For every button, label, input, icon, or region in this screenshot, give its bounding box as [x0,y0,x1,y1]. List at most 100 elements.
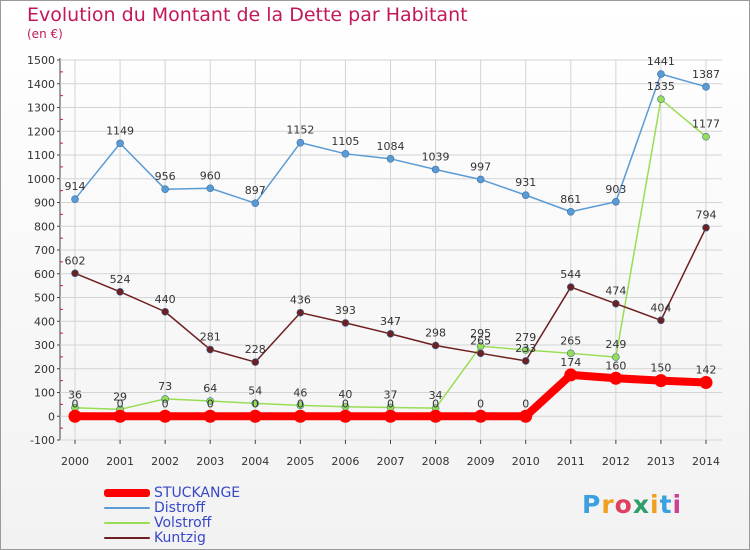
data-point-distroff [476,175,485,184]
x-axis-ticks: 2000 2001 2002 2003 2004 2005 2006 2007 2008 2009… [61,440,720,468]
y-tick-label: 600 [34,268,55,281]
data-label-volstroff: 295 [470,327,491,340]
data-point-distroff [296,138,305,147]
legend-label-stuckange: STUCKANGE [154,485,241,501]
data-label-stuckange: 0 [432,397,439,410]
data-point-kuntzig [116,287,124,296]
data-point-stuckange [564,368,578,382]
data-point-kuntzig [386,330,395,338]
data-point-kuntzig [161,307,169,316]
data-label-distroff: 956 [155,170,176,183]
data-label-distroff: 1387 [692,68,720,81]
legend-label-distroff: Distroff [154,500,206,516]
y-tick-label: 900 [34,197,55,210]
data-point-stuckange [158,409,172,423]
data-point-kuntzig [341,319,350,327]
data-label-distroff: 1441 [647,55,675,68]
data-point-kuntzig [251,358,260,366]
y-tick-label: 1100 [27,149,55,162]
x-tick-label: 2010 [512,455,540,468]
legend-swatch-volstroff [104,522,150,524]
y-axis-ticks: -100 0 100 200 300 400 500 600 700 800 900 1000 1100… [27,54,63,447]
data-label-stuckange: 0 [117,397,124,410]
y-tick-label: 1500 [27,54,55,67]
data-label-volstroff: 37 [384,388,398,401]
data-label-stuckange: 0 [162,397,169,410]
y-tick-label: 1200 [27,125,55,138]
data-point-distroff [657,70,665,78]
y-tick-label: 500 [34,292,55,305]
data-label-distroff: 903 [605,183,626,196]
data-label-kuntzig: 298 [425,326,446,339]
data-label-distroff: 914 [65,180,86,193]
y-tick-label: 1000 [27,173,55,186]
y-tick-label: 700 [34,244,55,257]
x-tick-label: 2012 [602,455,630,468]
data-label-distroff: 1105 [331,135,359,148]
data-label-volstroff: 64 [203,382,217,395]
legend-label-kuntzig: Kuntzig [154,530,206,546]
data-point-stuckange [429,409,443,423]
data-label-kuntzig: 440 [155,293,176,306]
legend-item-kuntzig: Kuntzig [104,531,206,545]
data-label-volstroff: 46 [293,386,307,399]
data-point-kuntzig [521,357,530,365]
y-tick-label: 200 [34,363,55,376]
data-point-volstroff [296,401,305,410]
legend-item-volstroff: Volstroff [104,516,211,530]
data-labels: 914 1149 956 960 897 1152 1105 1084 1039 997 931 86… [65,55,721,410]
data-label-stuckange: 0 [252,397,259,410]
legend-swatch-stuckange [104,489,150,497]
data-point-kuntzig [431,341,440,350]
data-point-volstroff [612,353,620,361]
data-label-kuntzig: 265 [470,334,491,347]
data-point-stuckange [68,409,82,423]
data-label-kuntzig: 347 [380,315,401,328]
x-tick-label: 2007 [377,455,405,468]
x-tick-label: 2001 [106,455,134,468]
data-point-distroff [116,139,124,148]
data-label-kuntzig: 393 [335,304,356,317]
data-label-volstroff: 54 [248,384,262,397]
data-label-distroff: 1149 [106,124,134,137]
series-points [68,70,713,423]
data-point-kuntzig [71,269,79,278]
data-point-distroff [206,184,215,193]
data-point-stuckange [609,371,623,385]
logo-letter: i [672,490,683,519]
data-point-distroff [161,185,169,193]
data-label-kuntzig: 228 [245,343,266,356]
data-label-kuntzig: 544 [560,268,581,281]
x-tick-label: 2005 [286,455,314,468]
logo-letter: P [582,490,602,519]
data-label-volstroff: 73 [158,380,172,393]
data-label-stuckange: 150 [650,362,671,375]
data-point-distroff [566,207,575,216]
y-tick-label: 1300 [27,102,55,115]
data-label-kuntzig: 474 [605,285,626,298]
data-point-distroff [702,83,710,91]
data-label-volstroff: 249 [605,338,626,351]
data-point-stuckange [338,409,352,423]
data-label-volstroff: 36 [68,389,82,402]
data-label-distroff: 897 [245,184,266,197]
data-point-distroff [431,165,440,174]
data-point-stuckange [203,409,217,423]
data-point-stuckange [654,374,668,388]
logo-letter: x [632,490,650,519]
unit-label: (en €) [27,27,63,41]
data-label-stuckange: 0 [342,397,349,410]
data-point-kuntzig [657,316,665,325]
data-point-stuckange [474,409,488,423]
data-point-kuntzig [476,349,485,358]
y-tick-label: -100 [30,434,55,447]
data-point-volstroff [206,397,215,405]
x-tick-label: 2011 [557,455,585,468]
x-tick-label: 2008 [422,455,450,468]
data-point-stuckange [699,376,713,390]
data-point-kuntzig [702,223,710,232]
data-label-kuntzig: 794 [696,209,717,222]
data-label-distroff: 1039 [422,150,450,163]
logo-letter: r [601,490,615,519]
